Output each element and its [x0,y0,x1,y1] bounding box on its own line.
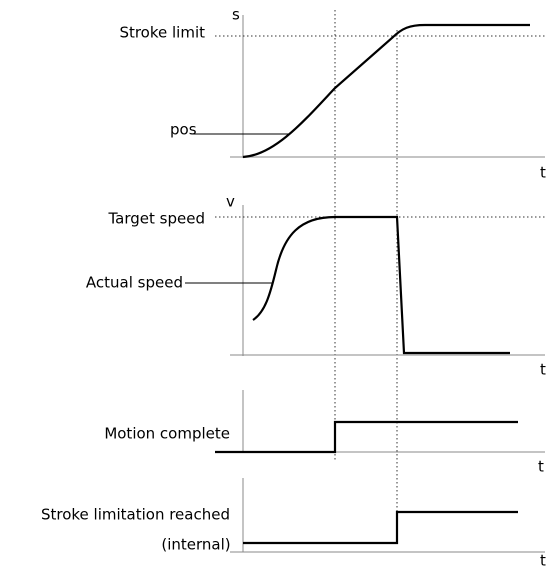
signal [215,420,518,454]
axis-label: t [540,361,546,379]
position-curve [242,23,530,159]
label: Target speed [108,210,206,228]
label: (internal) [161,536,230,554]
axis-label: s [232,6,240,24]
signal [243,510,518,545]
axis-label: t [538,458,544,476]
label: Stroke limit [119,24,205,42]
label: Motion complete [104,425,230,443]
axis-label: t [540,164,546,182]
speed-curve [252,215,510,355]
axis-label: t [540,552,546,568]
label: pos [170,121,197,139]
label: Stroke limitation reached [41,506,230,524]
axis-label: v [226,193,235,211]
label: Actual speed [86,274,183,292]
